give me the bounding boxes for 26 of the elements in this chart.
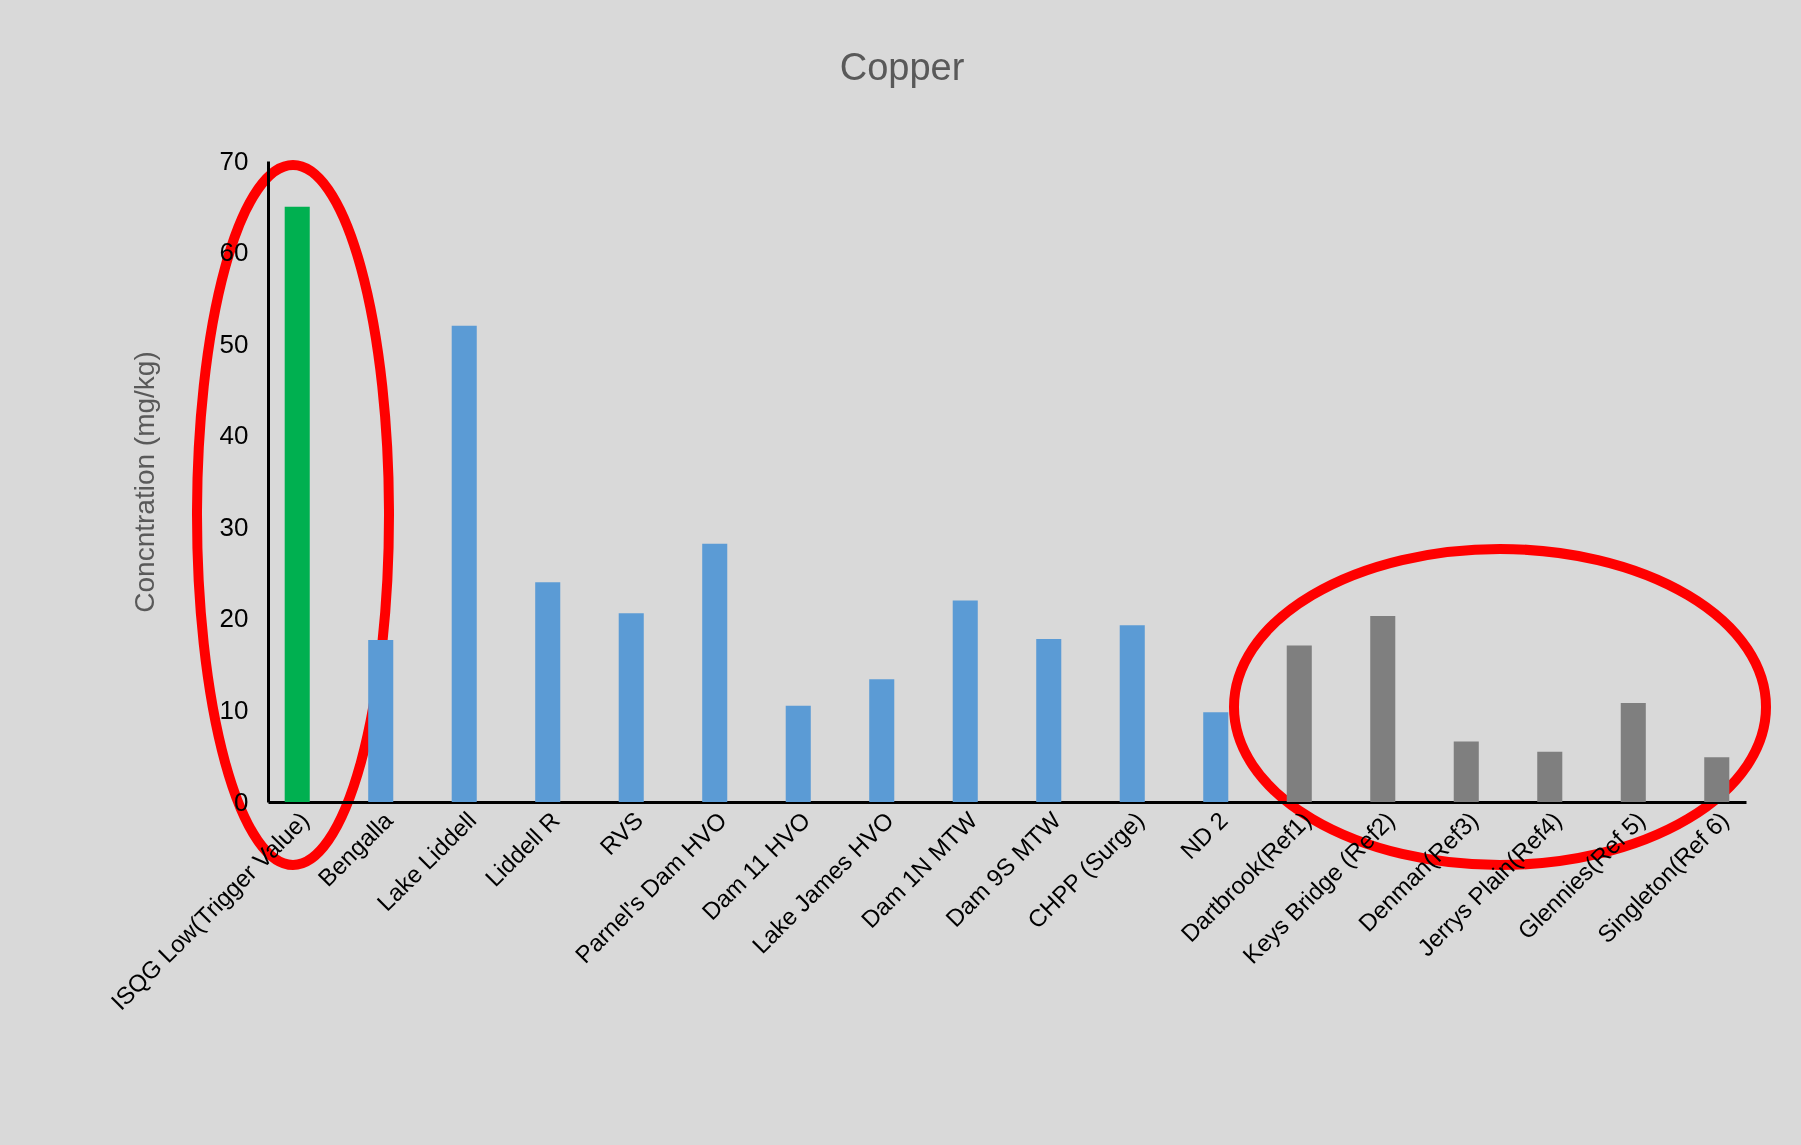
bar xyxy=(535,582,561,802)
bar xyxy=(702,543,728,802)
y-tick-label: 10 xyxy=(219,694,249,725)
y-tick-label: 30 xyxy=(219,511,249,542)
bar xyxy=(1370,616,1396,802)
bar xyxy=(1453,741,1479,802)
bar xyxy=(1203,712,1229,802)
bar xyxy=(952,600,978,802)
y-tick-label: 50 xyxy=(219,328,249,359)
bar xyxy=(785,705,811,802)
y-tick-label: 40 xyxy=(219,420,249,451)
bar xyxy=(1704,757,1730,802)
bar xyxy=(1620,703,1646,802)
bar xyxy=(1119,625,1145,802)
chart-title: Copper xyxy=(839,46,965,88)
y-tick-label: 20 xyxy=(219,603,249,634)
bar xyxy=(284,206,310,802)
y-tick-label: 70 xyxy=(219,145,249,176)
bar xyxy=(869,679,895,802)
bar xyxy=(1286,645,1312,802)
bar xyxy=(368,639,394,802)
bar xyxy=(1036,639,1062,802)
bar xyxy=(618,613,644,802)
bar xyxy=(1537,751,1563,802)
bar xyxy=(451,325,477,802)
y-axis-title: Concntration (mg/kg) xyxy=(128,351,160,613)
